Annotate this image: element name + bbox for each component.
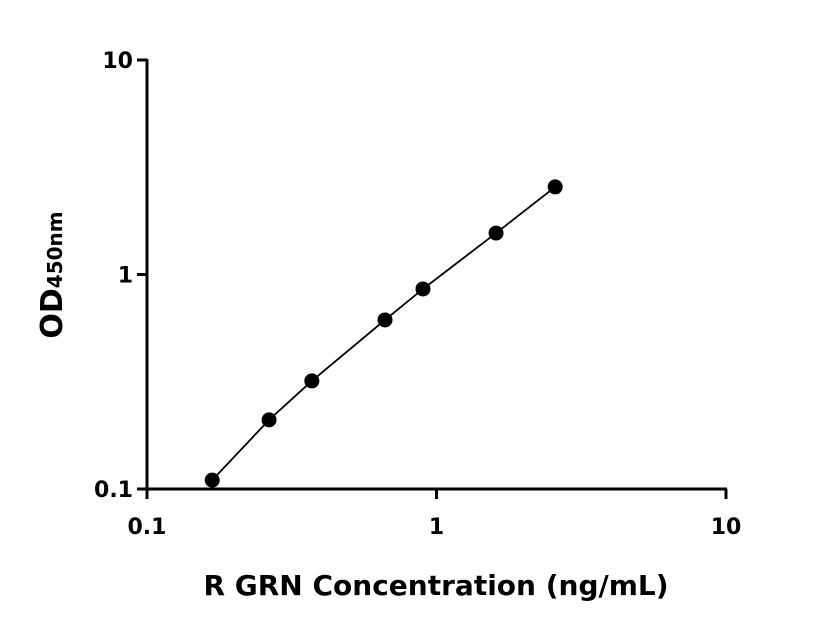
data-point xyxy=(488,225,504,241)
x-tick-label: 1 xyxy=(429,515,444,540)
data-point xyxy=(304,373,320,389)
y-tick-label: 0.1 xyxy=(94,478,133,503)
y-tick-label: 1 xyxy=(118,264,133,289)
data-point xyxy=(415,281,431,297)
x-tick-label: 10 xyxy=(711,515,742,540)
x-axis-label: R GRN Concentration (ng/mL) xyxy=(203,569,668,602)
y-tick-label: 10 xyxy=(102,49,133,74)
data-point xyxy=(547,179,563,195)
fit-line xyxy=(211,186,556,481)
data-point xyxy=(261,412,277,428)
data-point xyxy=(204,472,220,488)
data-point xyxy=(377,312,393,328)
y-axis-label-sub: 450nm xyxy=(43,211,67,288)
y-axis-label: OD450nm xyxy=(35,211,70,338)
x-tick-label: 0.1 xyxy=(128,515,167,540)
y-axis-label-main: OD xyxy=(35,288,70,338)
